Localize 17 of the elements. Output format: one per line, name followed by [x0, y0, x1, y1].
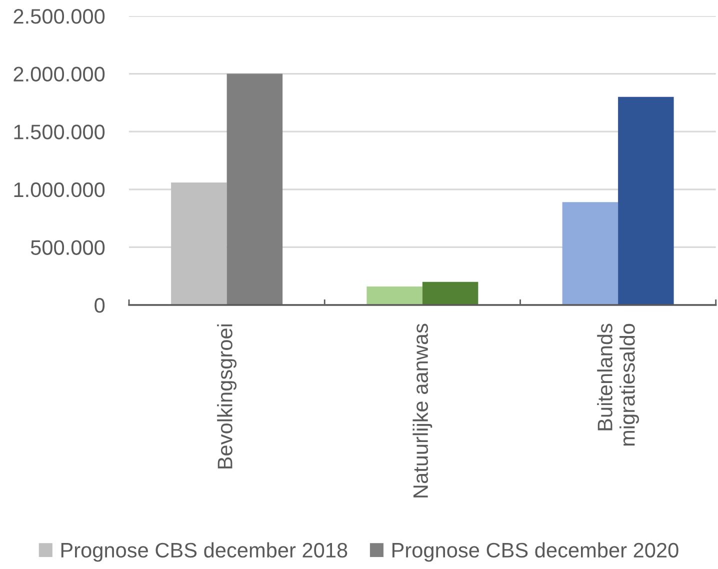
legend-label: Prognose CBS december 2020: [392, 542, 678, 562]
bar: [226, 74, 283, 305]
bar: [366, 286, 422, 305]
bar: [618, 96, 674, 305]
x-tick-label: Bevolkingsgroei: [217, 324, 237, 468]
y-tick-label: 1.500.000: [14, 124, 105, 140]
x-tick-label: Buitenlands migratiesaldo: [597, 324, 639, 446]
y-tick-label: 1.000.000: [14, 182, 105, 198]
legend-label: Prognose CBS december 2018: [61, 542, 348, 562]
y-tick-label: 2.000.000: [14, 66, 105, 82]
bar: [562, 202, 618, 305]
y-tick-label: 0: [94, 298, 105, 313]
bar: [422, 282, 478, 305]
y-tick-label: 500.000: [30, 240, 105, 255]
x-tick-label: Natuurlijke aanwas: [412, 324, 432, 498]
y-tick-label: 2.500.000: [14, 9, 105, 24]
bar: [171, 182, 227, 305]
